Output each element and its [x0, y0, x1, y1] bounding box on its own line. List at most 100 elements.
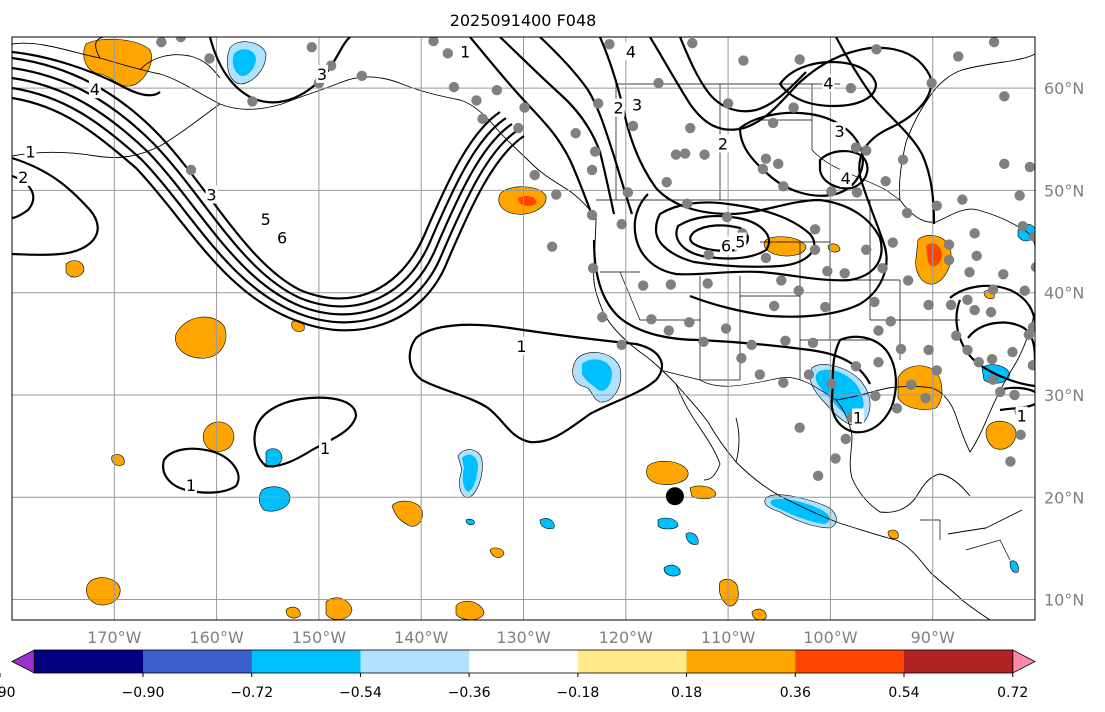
station-dot [809, 224, 821, 235]
station-dot [306, 42, 317, 53]
anomaly-patch [462, 454, 478, 492]
contour-line [678, 37, 807, 113]
colorbar-tick-label: 0.54 [888, 685, 919, 701]
station-dot [685, 122, 696, 134]
anomaly-patch [1009, 560, 1019, 573]
colorbar-outline [33, 649, 1014, 674]
anomaly-patch [689, 485, 717, 500]
station-dot [570, 127, 581, 139]
station-dot [768, 300, 780, 312]
contour-line [12, 96, 525, 332]
station-dot [1027, 360, 1035, 371]
coastline [835, 399, 971, 513]
station-dot [778, 377, 789, 388]
station-dot [156, 37, 167, 48]
station-dot [681, 198, 693, 209]
station-dot [703, 249, 714, 261]
anomaly-patch [489, 547, 505, 558]
station-dot [820, 301, 831, 313]
station-dot [969, 304, 980, 316]
station-dot [627, 120, 639, 132]
contour-line [830, 335, 898, 434]
station-dot [988, 37, 1000, 48]
contour-label-bg [822, 74, 835, 93]
colorbar-segment [360, 650, 470, 673]
station-dot [962, 344, 973, 356]
contour-label-bg [315, 64, 328, 83]
contour-label: 4 [90, 80, 100, 99]
contour-line [818, 150, 869, 190]
lon-tick-label: 150°W [292, 628, 347, 647]
contour-label: 4 [626, 42, 636, 61]
contour-label: 1 [186, 476, 196, 495]
station-dot [546, 241, 558, 252]
station-dot [891, 403, 903, 414]
anomaly-patch [465, 518, 475, 526]
station-dot [793, 285, 804, 296]
contour-label: 3 [835, 122, 845, 141]
contour-label: 2 [718, 134, 728, 153]
station-dot [589, 146, 601, 157]
contour-label-bg [631, 95, 644, 114]
station-dot [471, 95, 482, 106]
station-dot [885, 316, 896, 327]
anomaly-patch [926, 243, 942, 267]
anomaly-patch [65, 260, 85, 278]
station-dot [839, 268, 850, 279]
contour-label-bg [1015, 406, 1028, 425]
station-dot [698, 336, 709, 347]
station-dot [943, 254, 955, 266]
coastline [899, 199, 1035, 249]
station-dot [1005, 456, 1016, 467]
lon-tick-label: 120°W [599, 628, 654, 647]
station-dot [985, 306, 997, 318]
anomaly-patch [391, 500, 423, 527]
anomaly-patch [539, 518, 555, 530]
station-dot [973, 357, 984, 368]
station-dot [325, 60, 337, 71]
anomaly-patch [985, 420, 1017, 450]
observation-stations [156, 37, 1075, 481]
station-dot [871, 44, 882, 55]
lon-tick-label: 130°W [496, 628, 551, 647]
station-dot [964, 267, 975, 278]
contour-label: 1 [320, 439, 330, 458]
contour-line [12, 50, 161, 97]
lat-tick-label: 30°N [1044, 386, 1084, 405]
contour-label: 1 [460, 42, 470, 61]
colorbar-tick-label: 0.90 [0, 685, 16, 701]
colorbar-segment [577, 650, 688, 673]
colorbar-tick-label: 0.36 [780, 685, 811, 701]
station-dot [519, 102, 530, 113]
station-dot [760, 153, 772, 164]
station-dot [616, 218, 627, 230]
station-dot [923, 299, 934, 311]
lat-tick-label: 10°N [1044, 591, 1084, 610]
station-dot [945, 299, 957, 311]
station-dot [826, 186, 837, 197]
coastline [12, 42, 593, 213]
colorbar-segment [469, 650, 579, 673]
station-dot [1065, 231, 1075, 241]
station-dot [870, 390, 881, 402]
anomaly-patch [582, 359, 612, 391]
anomaly-patch [258, 486, 291, 512]
border-line [920, 519, 1011, 561]
coastline [12, 103, 221, 158]
contour-label: 4 [841, 169, 851, 188]
lon-tick-label: 90°W [911, 628, 955, 647]
station-dot [1014, 190, 1025, 201]
station-dot [428, 37, 439, 47]
station-dot [247, 96, 258, 107]
station-dot [653, 77, 664, 89]
lat-tick-label: 20°N [1044, 488, 1084, 507]
station-dot [830, 453, 841, 464]
station-dot [957, 194, 968, 205]
contour-line [12, 66, 507, 308]
lon-tick-label: 100°W [803, 628, 858, 647]
station-dot [1028, 231, 1035, 242]
location-marker [665, 487, 684, 506]
station-dot [529, 169, 540, 181]
